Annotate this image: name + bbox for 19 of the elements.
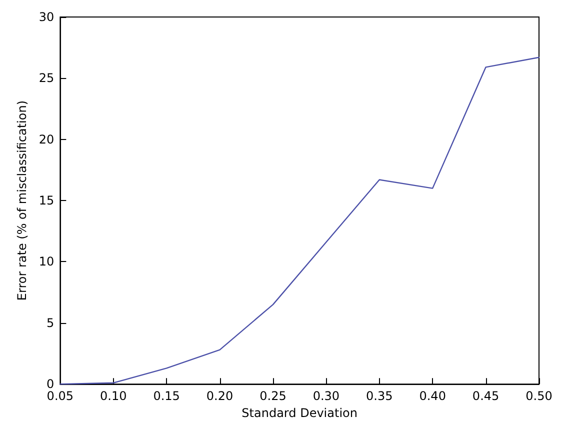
x-tick-label: 0.05 [46,389,74,404]
y-tick-label: 20 [38,132,54,146]
x-tick-label: 0.40 [419,389,446,404]
x-tick-label: 0.30 [312,389,340,404]
x-tick-label: 0.45 [472,389,500,404]
y-tick-label: 10 [38,254,54,269]
x-tick-label: 0.20 [206,389,234,404]
y-tick-label: 5 [46,316,54,330]
y-axis-title: Error rate (% of misclassification) [15,100,29,301]
y-tick-label: 25 [38,71,54,86]
x-tick-label: 0.35 [366,389,393,404]
x-axis-title: Standard Deviation [242,406,358,420]
y-tick-label: 30 [38,10,54,24]
x-tick-label: 0.15 [153,389,180,404]
x-tick-label: 0.25 [260,389,286,404]
y-tick-label: 15 [38,194,54,208]
x-tick-label: 0.10 [100,389,127,404]
x-tick-label: 0.50 [526,389,552,404]
y-tick-label: 0 [46,377,54,392]
